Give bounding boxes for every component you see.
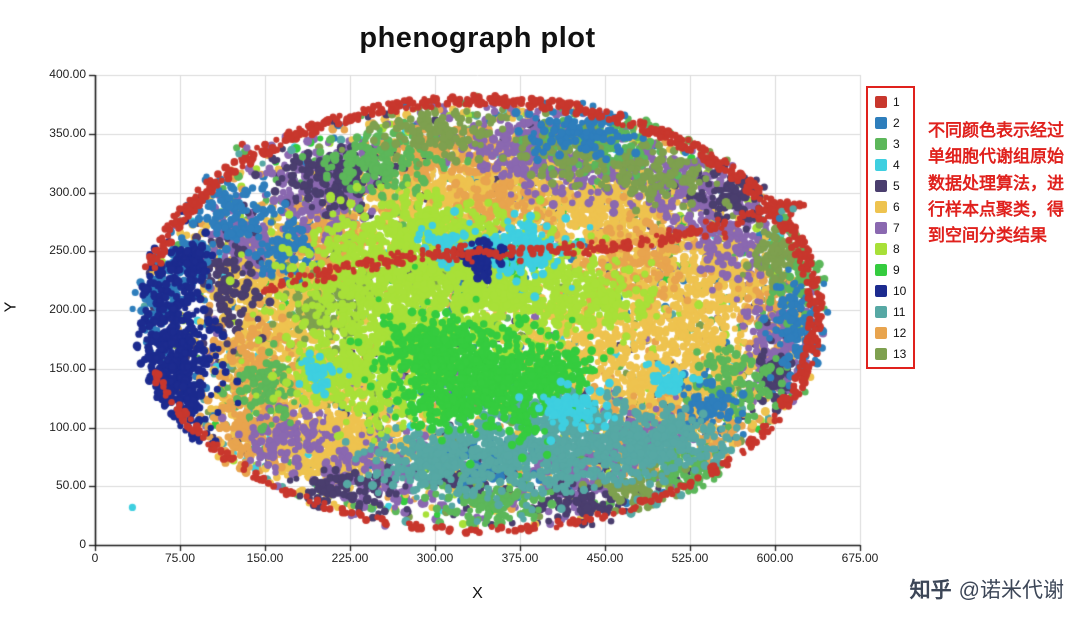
legend-item-13: 13	[875, 345, 906, 362]
legend-swatch	[875, 347, 887, 360]
y-tick-label: 300.00	[49, 184, 86, 199]
legend-item-7: 7	[875, 219, 906, 236]
legend-item-5: 5	[875, 177, 906, 194]
legend-label: 12	[893, 325, 907, 340]
watermark-handle: @诺米代谢	[958, 579, 1064, 602]
legend-swatch	[875, 284, 887, 297]
legend-label: 7	[893, 220, 900, 235]
legend-swatch	[875, 221, 887, 234]
x-tick-label: 600.00	[756, 551, 794, 565]
y-tick-label: 350.00	[49, 125, 86, 140]
legend-label: 13	[893, 346, 907, 361]
legend-item-3: 3	[875, 135, 906, 152]
y-tick-label: 150.00	[49, 360, 86, 375]
x-tick-label: 375.00	[501, 551, 539, 565]
legend-label: 1	[893, 94, 900, 109]
chart-title: phenograph plot	[359, 22, 596, 54]
legend-item-12: 12	[875, 324, 906, 341]
annotation-note: 不同颜色表示经过单细胞代谢组原始数据处理算法，进行样本点聚类，得到空间分类结果	[928, 121, 1064, 246]
legend-item-2: 2	[875, 114, 906, 131]
legend-swatch	[875, 116, 887, 129]
legend-swatch	[875, 158, 887, 171]
legend-swatch	[875, 242, 887, 255]
y-tick-label: 0	[79, 537, 86, 551]
legend-item-9: 9	[875, 261, 906, 278]
watermark-brand: 知乎	[909, 579, 952, 602]
legend-swatch	[875, 305, 887, 318]
x-tick-label: 450.00	[586, 551, 624, 565]
legend-item-8: 8	[875, 240, 906, 257]
x-tick-label: 150.00	[246, 551, 284, 565]
legend-item-6: 6	[875, 198, 906, 215]
legend-label: 8	[893, 241, 900, 256]
cluster-legend: 1 2 3 4 5 6 7 8 9 10 11 12 13	[866, 86, 916, 369]
x-tick-label: 675.00	[841, 551, 879, 565]
x-tick-label: 300.00	[416, 551, 454, 565]
y-tick-label: 200.00	[49, 302, 86, 316]
legend-swatch	[875, 95, 887, 108]
legend-swatch	[875, 200, 887, 213]
watermark: 知乎 @诺米代谢	[910, 574, 1064, 604]
legend-label: 3	[893, 136, 900, 151]
x-tick-label: 0	[91, 551, 99, 565]
y-tick-label: 100.00	[49, 419, 86, 434]
legend-swatch	[875, 179, 887, 192]
y-tick-label: 50.00	[55, 478, 86, 493]
x-tick-label: 525.00	[671, 551, 709, 565]
legend-item-11: 11	[875, 303, 906, 320]
legend-label: 2	[893, 115, 900, 130]
legend-label: 9	[893, 262, 900, 277]
y-axis-label: Y	[2, 301, 20, 313]
legend-item-10: 10	[875, 282, 906, 299]
legend-swatch	[875, 263, 887, 276]
legend-label: 5	[893, 178, 900, 193]
legend-swatch	[875, 137, 887, 150]
x-tick-label: 225.00	[331, 551, 369, 565]
legend-item-1: 1	[875, 93, 906, 110]
y-tick-label: 400.00	[49, 67, 86, 81]
legend-label: 11	[893, 304, 906, 319]
y-tick-label: 250.00	[49, 243, 86, 258]
scatter-plot-canvas	[80, 68, 880, 560]
legend-swatch	[875, 326, 887, 339]
x-tick-label: 75.00	[164, 551, 196, 565]
legend-label: 4	[893, 157, 900, 172]
legend-item-4: 4	[875, 156, 906, 173]
legend-label: 6	[893, 199, 900, 214]
legend-label: 10	[893, 283, 907, 298]
x-axis-label: X	[472, 585, 483, 602]
